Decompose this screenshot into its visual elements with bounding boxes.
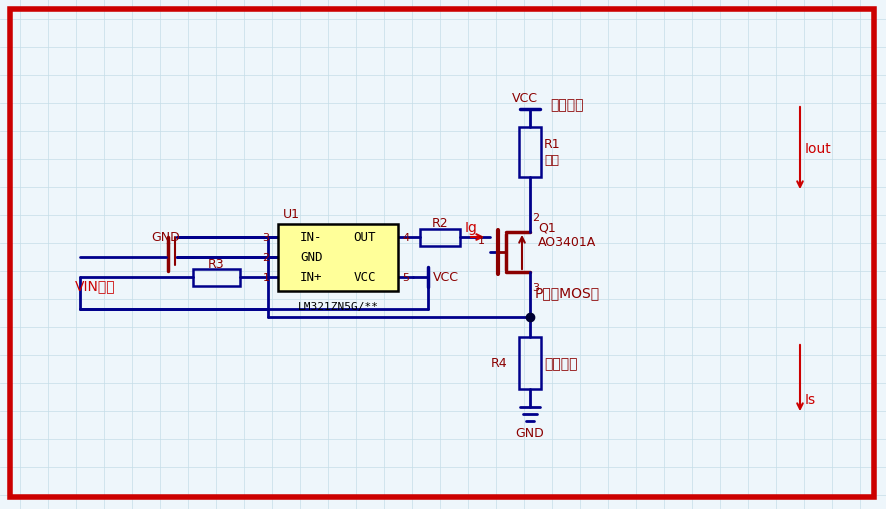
Text: IN+: IN+ — [300, 271, 323, 284]
Text: 负载: 负载 — [544, 154, 559, 167]
Text: Iout: Iout — [805, 142, 832, 156]
Bar — [193, 269, 240, 286]
Text: 3: 3 — [262, 233, 269, 242]
Text: GND: GND — [516, 427, 544, 440]
Text: Q1: Q1 — [538, 221, 556, 234]
Text: 可变电源: 可变电源 — [550, 98, 584, 112]
Bar — [519, 128, 541, 178]
Text: 1: 1 — [478, 236, 485, 245]
Text: VCC: VCC — [433, 271, 459, 284]
Text: GND: GND — [300, 251, 323, 264]
Text: R3: R3 — [208, 258, 225, 271]
Text: LM321ZN5G/**: LM321ZN5G/** — [298, 301, 378, 312]
Text: Ig: Ig — [465, 220, 478, 235]
Text: 4: 4 — [402, 233, 409, 242]
Text: VCC: VCC — [512, 91, 538, 104]
Text: VIN电源: VIN电源 — [75, 278, 116, 293]
Text: R1: R1 — [544, 138, 561, 151]
Text: VCC: VCC — [354, 271, 376, 284]
Bar — [519, 337, 541, 389]
Text: 2: 2 — [532, 213, 539, 222]
Text: OUT: OUT — [354, 231, 376, 244]
Text: P沟道MOS管: P沟道MOS管 — [535, 286, 600, 299]
Text: AO3401A: AO3401A — [538, 236, 596, 249]
Bar — [278, 224, 398, 292]
Text: 5: 5 — [402, 272, 409, 282]
Text: 采样电阻: 采样电阻 — [544, 356, 578, 370]
Text: R2: R2 — [431, 217, 448, 230]
Bar — [420, 229, 460, 246]
Text: R4: R4 — [491, 357, 508, 370]
Text: GND: GND — [152, 231, 181, 244]
Text: 1: 1 — [262, 272, 269, 282]
Text: 3: 3 — [532, 282, 539, 293]
Text: 2: 2 — [262, 252, 269, 263]
Text: IN-: IN- — [300, 231, 323, 244]
Text: Is: Is — [805, 392, 816, 406]
Text: U1: U1 — [283, 208, 300, 221]
